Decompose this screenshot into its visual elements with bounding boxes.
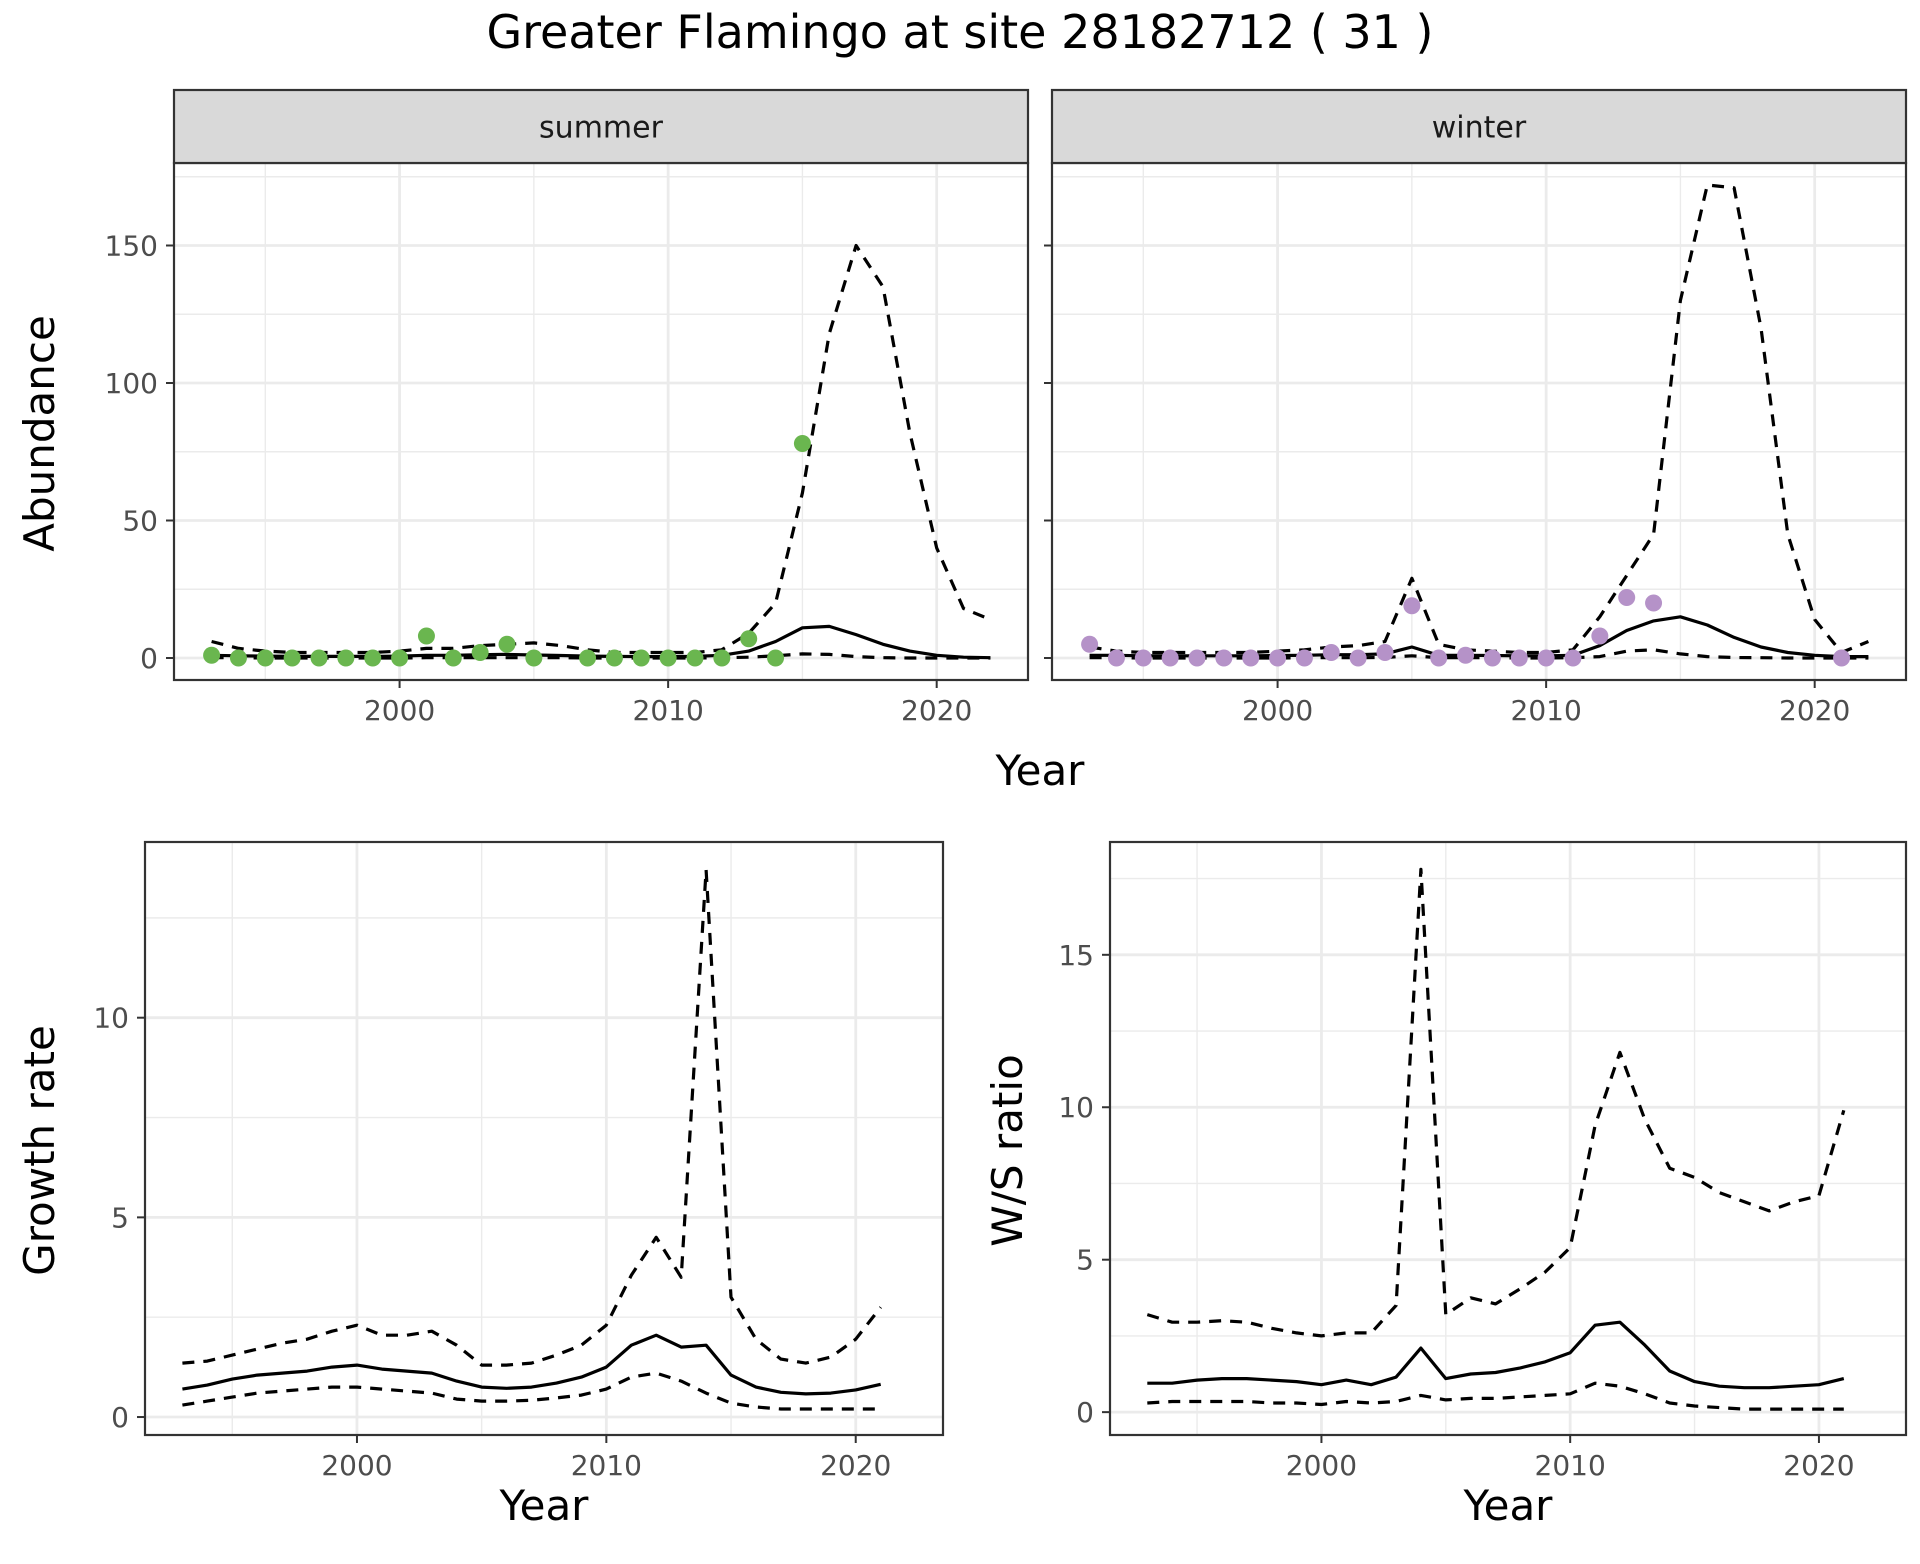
y-tick-label: 15 — [1058, 939, 1094, 972]
data-point — [203, 646, 221, 664]
y-tick-label: 10 — [93, 1002, 129, 1035]
series-line-bound-2 — [1147, 1381, 1844, 1411]
plot-background — [174, 163, 1028, 680]
x-tick-label: 2020 — [1783, 1449, 1854, 1482]
y-axis-title: Abundance — [15, 315, 64, 552]
data-point — [444, 649, 462, 667]
series-line-mean — [182, 1333, 882, 1396]
data-point — [740, 630, 758, 648]
x-tick-label: 2010 — [1511, 694, 1582, 727]
y-tick-label: 5 — [1076, 1244, 1094, 1277]
data-point — [686, 649, 704, 667]
x-axis-title: Year — [499, 1481, 590, 1530]
data-point — [1591, 627, 1609, 645]
plot-background — [1110, 842, 1906, 1435]
data-point — [1107, 649, 1125, 667]
y-tick-label: 150 — [105, 230, 158, 263]
data-point — [1161, 649, 1179, 667]
data-point — [1457, 646, 1475, 664]
data-point — [1188, 649, 1206, 667]
data-point — [1510, 649, 1528, 667]
series-line-mean — [1147, 1320, 1845, 1390]
data-point — [1269, 649, 1287, 667]
panel-winter: winter 2000 2010 2020 — [1044, 88, 1908, 727]
y-tick-label: 0 — [1076, 1396, 1094, 1429]
x-tick-label: 2010 — [1535, 1449, 1606, 1482]
y-tick-label: 50 — [122, 505, 158, 538]
panel-border — [143, 840, 945, 1437]
data-point — [1618, 589, 1636, 606]
x-tick-label: 2000 — [1242, 694, 1313, 727]
data-point — [1134, 649, 1152, 667]
x-tick-label: 2000 — [1286, 1449, 1357, 1482]
facet-strip-label: winter — [1432, 111, 1527, 146]
data-point — [283, 649, 301, 667]
data-point — [364, 649, 382, 667]
x-tick-label: 2020 — [1779, 694, 1850, 727]
x-tick-label: 2010 — [633, 694, 704, 727]
y-axis-title: Growth rate — [15, 1025, 64, 1276]
x-tick-label: 2010 — [571, 1449, 642, 1482]
data-point — [310, 649, 328, 667]
y-axis-title: W/S ratio — [983, 1054, 1032, 1247]
data-point — [229, 649, 247, 667]
data-point — [256, 649, 274, 667]
data-point — [417, 627, 435, 645]
facet-strip — [172, 88, 1030, 165]
data-point — [1349, 649, 1367, 667]
data-point — [471, 644, 489, 661]
data-point — [1833, 649, 1851, 667]
data-point — [1295, 649, 1313, 667]
data-point — [793, 435, 811, 452]
x-tick-label: 2000 — [364, 694, 435, 727]
series-line-bound-2 — [182, 1371, 881, 1411]
data-point — [605, 649, 623, 667]
series-line-bound-1 — [182, 868, 882, 1367]
data-point — [337, 649, 355, 667]
facet-strip — [1050, 88, 1908, 165]
data-point — [767, 649, 785, 667]
data-point — [1483, 649, 1501, 667]
data-point — [1564, 649, 1582, 667]
x-tick-label: 2000 — [321, 1449, 392, 1482]
y-tick-label: 0 — [140, 642, 158, 675]
data-point — [1645, 594, 1663, 612]
data-point — [525, 649, 543, 667]
data-point — [1215, 649, 1233, 667]
data-point — [659, 649, 677, 667]
y-tick-label: 10 — [1058, 1091, 1094, 1124]
data-point — [1081, 635, 1099, 653]
y-tick-label: 100 — [105, 367, 158, 400]
plot-background — [1052, 163, 1906, 680]
data-point — [498, 635, 516, 653]
panel-ws_ratio: 2000 2010 2020 0 5 10 15 W/S ratio Year — [983, 840, 1908, 1530]
y-tick-label: 0 — [111, 1401, 129, 1434]
x-axis-title-top: Year — [995, 746, 1086, 795]
data-point — [1403, 597, 1421, 615]
x-axis-title: Year — [1463, 1481, 1554, 1530]
data-point — [391, 649, 409, 667]
data-point — [713, 649, 731, 667]
chart-title: Greater Flamingo at site 28182712 ( 31 ) — [486, 5, 1433, 59]
data-point — [1322, 644, 1340, 661]
panel-border — [1108, 840, 1908, 1437]
data-point — [1430, 649, 1448, 667]
facet-strip-label: summer — [539, 111, 664, 146]
series-line-bound-1 — [1146, 867, 1846, 1338]
data-point — [579, 649, 597, 667]
panel-summer: summer 2000 2010 2020 0 50 100 150 Abundance — [15, 88, 1030, 727]
data-point — [1537, 649, 1555, 667]
panel-growth: 2000 2010 2020 0 5 10 Growth rate Year — [15, 840, 945, 1530]
x-tick-label: 2020 — [901, 694, 972, 727]
y-tick-label: 5 — [111, 1201, 129, 1234]
data-point — [1376, 644, 1394, 661]
data-point — [632, 649, 650, 667]
x-tick-label: 2020 — [820, 1449, 891, 1482]
plot-background — [145, 842, 943, 1435]
data-point — [1242, 649, 1260, 667]
